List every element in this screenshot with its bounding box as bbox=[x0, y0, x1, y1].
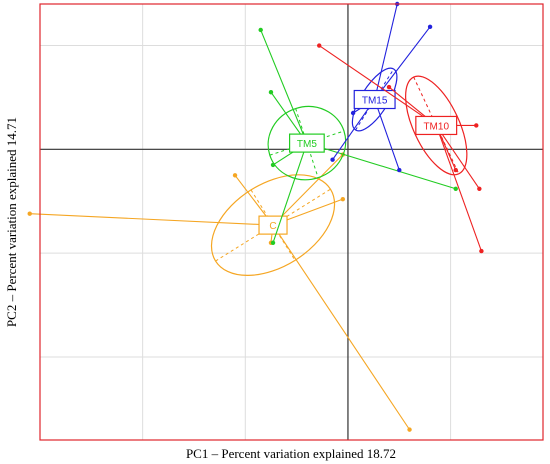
data-point-tm10 bbox=[474, 123, 479, 128]
spider-line-tm10 bbox=[435, 125, 482, 252]
series-tm5: TM5 bbox=[258, 27, 458, 245]
data-point-tm5 bbox=[270, 162, 276, 168]
group-label-box-tm10 bbox=[415, 115, 458, 136]
data-point-tm5 bbox=[453, 186, 458, 191]
series-layer: C TM5 TM15 TM10 bbox=[27, 1, 484, 432]
data-point-c bbox=[340, 196, 346, 202]
x-axis-title: PC1 – Percent variation explained 18.72 bbox=[186, 446, 396, 461]
data-point-tm5 bbox=[268, 90, 274, 95]
spider-line-tm15 bbox=[332, 99, 376, 161]
plot-frame bbox=[39, 3, 544, 441]
group-label-tm5: TM5 bbox=[297, 139, 317, 150]
group-label-tm15: TM15 bbox=[362, 96, 388, 107]
data-point-tm10 bbox=[479, 248, 484, 254]
data-point-tm10 bbox=[386, 84, 392, 90]
series-c: C bbox=[27, 152, 412, 432]
data-point-tm10 bbox=[317, 43, 322, 48]
spider-line-tm5 bbox=[306, 142, 456, 190]
spider-line-tm10 bbox=[435, 125, 480, 190]
data-point-c bbox=[27, 211, 32, 216]
grid-lines bbox=[39, 4, 543, 440]
data-point-tm10 bbox=[453, 167, 458, 173]
spider-line-tm15 bbox=[374, 26, 431, 100]
data-point-tm10 bbox=[477, 186, 482, 191]
data-point-tm5 bbox=[258, 27, 263, 33]
spider-line-c bbox=[29, 213, 274, 226]
spider-line-tm5 bbox=[260, 29, 308, 144]
ellipse-axis-minor-c bbox=[250, 189, 296, 261]
data-point-tm15 bbox=[427, 24, 433, 30]
spider-line-c bbox=[272, 224, 411, 430]
ellipse-axis-major-tm5 bbox=[269, 130, 345, 156]
spider-line-tm10 bbox=[318, 45, 437, 126]
group-label-c: C bbox=[269, 221, 276, 232]
data-point-tm15 bbox=[330, 157, 335, 162]
group-label-box-tm5 bbox=[288, 133, 325, 153]
series-tm10: TM10 bbox=[317, 43, 484, 254]
confidence-ellipse-tm10 bbox=[405, 75, 468, 176]
spider-line-tm5 bbox=[272, 142, 308, 243]
data-point-c bbox=[407, 427, 412, 432]
data-point-c bbox=[232, 173, 238, 178]
y-axis-title: PC2 – Percent variation explained 14.71 bbox=[4, 117, 19, 327]
data-point-tm15 bbox=[350, 110, 356, 116]
group-label-box-tm15 bbox=[353, 89, 396, 110]
data-point-tm5 bbox=[270, 240, 276, 245]
spider-line-tm15 bbox=[374, 99, 400, 171]
spider-line-c bbox=[272, 154, 344, 226]
reference-lines bbox=[40, 4, 543, 440]
data-point-tm15 bbox=[397, 167, 402, 173]
spider-line-tm15 bbox=[374, 3, 398, 100]
series-tm15: TM15 bbox=[330, 1, 433, 173]
group-label-tm10: TM10 bbox=[423, 121, 449, 132]
